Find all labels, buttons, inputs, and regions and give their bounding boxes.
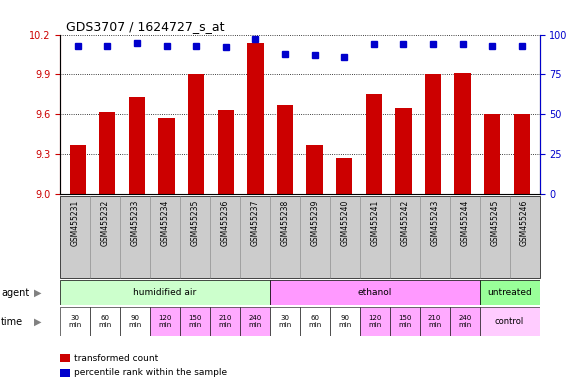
Text: 150
min: 150 min — [398, 315, 411, 328]
Bar — [450, 307, 480, 336]
Text: GSM455243: GSM455243 — [430, 200, 439, 247]
Text: 120
min: 120 min — [158, 315, 171, 328]
Bar — [270, 307, 300, 336]
Text: 240
min: 240 min — [248, 315, 262, 328]
Bar — [330, 307, 360, 336]
Text: GSM455242: GSM455242 — [400, 200, 409, 246]
Text: 90
min: 90 min — [338, 315, 351, 328]
Bar — [480, 307, 540, 336]
Bar — [270, 280, 480, 305]
Bar — [210, 307, 240, 336]
Text: ▶: ▶ — [34, 316, 42, 327]
Text: ▶: ▶ — [34, 288, 42, 298]
Bar — [60, 280, 270, 305]
Text: 210
min: 210 min — [428, 315, 441, 328]
Bar — [300, 307, 330, 336]
Bar — [60, 307, 90, 336]
Text: GSM455241: GSM455241 — [370, 200, 379, 246]
Text: GSM455245: GSM455245 — [490, 200, 499, 247]
Bar — [240, 307, 270, 336]
Bar — [90, 307, 120, 336]
Text: 30
min: 30 min — [69, 315, 82, 328]
Text: 150
min: 150 min — [188, 315, 202, 328]
Text: untreated: untreated — [487, 288, 532, 297]
Text: control: control — [495, 317, 524, 326]
Text: 120
min: 120 min — [368, 315, 381, 328]
Bar — [247, 43, 263, 194]
Bar — [307, 145, 323, 194]
Text: 210
min: 210 min — [218, 315, 231, 328]
Bar — [129, 97, 145, 194]
Text: agent: agent — [1, 288, 29, 298]
Bar — [99, 112, 115, 194]
Text: GSM455236: GSM455236 — [220, 200, 230, 247]
Bar — [120, 307, 150, 336]
Bar — [150, 307, 180, 336]
Bar — [218, 110, 234, 194]
Bar — [158, 118, 175, 194]
Bar — [390, 307, 420, 336]
Text: GSM455238: GSM455238 — [280, 200, 289, 246]
Text: GSM455231: GSM455231 — [70, 200, 79, 246]
Bar — [425, 74, 441, 194]
Bar — [365, 94, 382, 194]
Text: GSM455239: GSM455239 — [310, 200, 319, 247]
Text: 90
min: 90 min — [128, 315, 142, 328]
Text: humidified air: humidified air — [133, 288, 196, 297]
Text: GSM455232: GSM455232 — [100, 200, 110, 246]
Bar — [514, 114, 530, 194]
Bar — [277, 105, 293, 194]
Bar — [480, 280, 540, 305]
Text: GSM455237: GSM455237 — [250, 200, 259, 247]
Text: time: time — [1, 316, 23, 327]
Bar — [484, 114, 500, 194]
Text: 240
min: 240 min — [458, 315, 471, 328]
Text: GDS3707 / 1624727_s_at: GDS3707 / 1624727_s_at — [66, 20, 224, 33]
Text: GSM455244: GSM455244 — [460, 200, 469, 247]
Text: 60
min: 60 min — [98, 315, 111, 328]
Text: ethanol: ethanol — [357, 288, 392, 297]
Text: percentile rank within the sample: percentile rank within the sample — [74, 368, 227, 377]
Bar — [180, 307, 210, 336]
Text: 60
min: 60 min — [308, 315, 321, 328]
Text: GSM455240: GSM455240 — [340, 200, 349, 247]
Text: GSM455235: GSM455235 — [190, 200, 199, 247]
Text: GSM455234: GSM455234 — [160, 200, 170, 247]
Bar — [336, 158, 352, 194]
Bar — [188, 74, 204, 194]
Bar — [455, 73, 471, 194]
Bar — [70, 145, 86, 194]
Text: GSM455233: GSM455233 — [130, 200, 139, 247]
Bar — [420, 307, 450, 336]
Text: GSM455246: GSM455246 — [520, 200, 529, 247]
Text: transformed count: transformed count — [74, 354, 159, 363]
Bar — [395, 108, 412, 194]
Text: 30
min: 30 min — [278, 315, 291, 328]
Bar — [360, 307, 390, 336]
